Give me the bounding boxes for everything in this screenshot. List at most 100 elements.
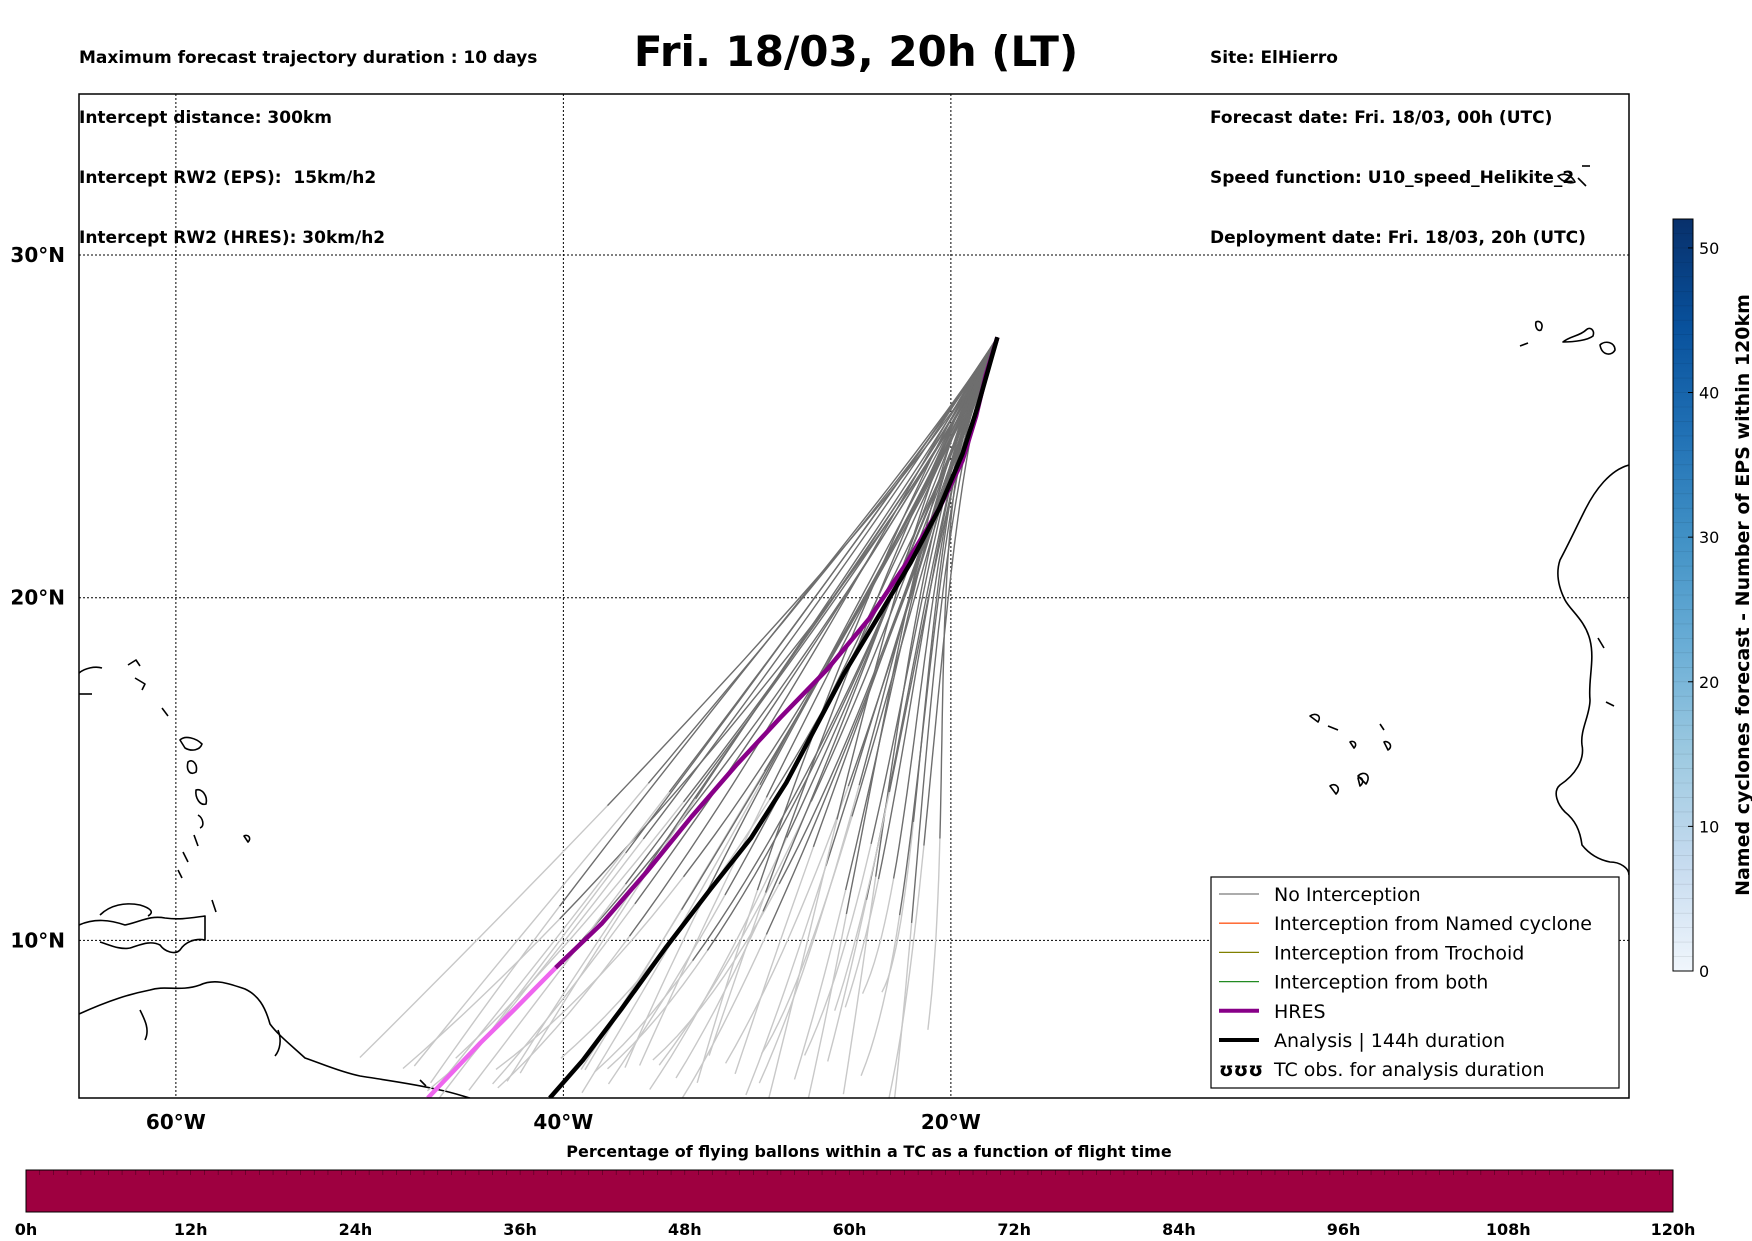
flight-time-bar: Percentage of flying ballons within a TC… (15, 1142, 1696, 1239)
map-axes: 60°W 40°W 20°W 10°N 20°N 30°N (10, 243, 980, 1134)
eps-trajectory-late (861, 878, 895, 994)
eps-trajectory (888, 337, 999, 793)
eps-trajectory-late (842, 876, 877, 1095)
site-line: Deployment date: Fri. 18/03, 20h (UTC) (1210, 228, 1586, 248)
site-line: Forecast date: Fri. 18/03, 00h (UTC) (1210, 108, 1553, 128)
eps-trajectory (875, 336, 999, 877)
eps-trajectory-late (758, 785, 860, 1084)
eps-trajectory-late (413, 782, 649, 1067)
eps-trajectory (642, 336, 998, 840)
eps-trajectory-late (624, 901, 703, 1068)
eps-trajectory-late (893, 922, 913, 1098)
eps-trajectory-late (724, 785, 849, 1064)
eps-trajectory-late (506, 891, 632, 1082)
eps-trajectory-late (888, 845, 925, 1098)
eps-trajectory (898, 337, 999, 916)
eps-trajectory-late (594, 960, 694, 1073)
eps-trajectory (844, 336, 999, 891)
eps-trajectory-late (359, 805, 609, 1058)
lon-tick-label: 60°W (146, 1110, 206, 1134)
legend-item-label: Interception from Trochoid (1274, 942, 1524, 964)
eps-trajectory (836, 336, 998, 820)
legend: No Interception Interception from Named c… (1210, 876, 1620, 1089)
eps-trajectory-late (519, 798, 697, 1074)
eps-trajectory-late (681, 934, 768, 1098)
flight-time-bar-title: Percentage of flying ballons within a TC… (566, 1142, 1172, 1161)
eps-trajectory-late (834, 791, 891, 1011)
eps-trajectory-late (658, 801, 812, 1066)
eps-trajectory-late (638, 797, 768, 1066)
flight-time-tick-label: 0h (15, 1220, 38, 1239)
page-title: Fri. 18/03, 20h (LT) (633, 27, 1079, 76)
legend-item-label: Analysis | 144h duration (1274, 1030, 1505, 1052)
eps-trajectory (606, 336, 999, 807)
site-line: Site: ElHierro (1210, 48, 1338, 68)
lat-tick-label: 20°N (10, 586, 65, 610)
colorbar-tick-label: 10 (1699, 817, 1719, 836)
eps-trajectory-late (807, 913, 848, 1098)
eps-trajectory (865, 337, 999, 900)
eps-trajectory-late (844, 878, 880, 1008)
site-line: Speed function: U10_speed_Helikite_2 (1210, 168, 1575, 188)
eps-trajectory (764, 336, 999, 893)
eps-trajectory (559, 336, 998, 907)
eps-trajectory (892, 337, 999, 879)
legend-item-label: Interception from Named cyclone (1274, 913, 1592, 935)
eps-trajectory-late (437, 791, 670, 1087)
lat-tick-label: 30°N (10, 243, 65, 267)
run-parameters: Maximum forecast trajectory duration : 1… (79, 8, 537, 268)
analysis-trajectory (548, 336, 1000, 1098)
param-line: Maximum forecast trajectory duration : 1… (79, 48, 538, 68)
flight-time-tick-label: 12h (174, 1220, 208, 1239)
param-line: Intercept distance: 300km (79, 108, 332, 128)
flight-time-tick-label: 120h (1651, 1220, 1696, 1239)
eps-trajectory-late (468, 883, 627, 1091)
coastline (79, 165, 1629, 1098)
eps-trajectory-late (402, 918, 561, 1070)
legend-item-label: HRES (1274, 1001, 1326, 1023)
eps-trajectory-late (793, 889, 847, 1080)
param-line: Intercept RW2 (EPS): 15km/h2 (79, 168, 377, 188)
legend-symbol-icon: ʊʊʊ (1219, 1059, 1263, 1081)
colorbar-tick-label: 30 (1699, 528, 1719, 547)
site-parameters: Site: ElHierro Forecast date: Fri. 18/03… (1210, 8, 1586, 268)
lat-tick-label: 10°N (10, 928, 65, 952)
eps-trajectory-late (708, 892, 767, 1056)
flight-time-tick-label: 60h (833, 1220, 867, 1239)
flight-time-tick-label: 48h (668, 1220, 702, 1239)
eps-trajectory-late (860, 915, 901, 1077)
param-line: Intercept RW2 (HRES): 30km/h2 (79, 228, 386, 248)
colorbar-label: Named cyclones forecast - Number of EPS … (1732, 294, 1752, 896)
eps-trajectory-late (455, 801, 685, 1059)
eps-trajectory (939, 336, 999, 839)
lon-tick-label: 20°W (921, 1110, 981, 1134)
legend-item-label: Interception from both (1274, 972, 1488, 994)
analysis-track (548, 336, 1000, 1098)
eps-trajectory-late (696, 889, 759, 1083)
flight-time-bar-fill (25, 1169, 1674, 1213)
eps-trajectory-late (495, 876, 685, 1070)
flight-time-tick-label: 84h (1162, 1220, 1196, 1239)
eps-trajectory-late (497, 935, 631, 1089)
eps-trajectory-late (607, 950, 708, 1070)
flight-time-tick-label: 24h (339, 1220, 373, 1239)
eps-trajectory-late (607, 894, 726, 1085)
map-frame (78, 93, 1630, 1099)
hres-track-late (426, 966, 558, 1098)
eps-trajectory-late (492, 903, 636, 1085)
flight-time-tick-label: 96h (1327, 1220, 1361, 1239)
eps-trajectory-late (430, 905, 561, 1084)
colorbar-tick-label: 0 (1699, 962, 1709, 981)
eps-trajectory-late (768, 819, 838, 1098)
colorbar-tick-label: 20 (1699, 673, 1719, 692)
eps-trajectories (359, 336, 999, 1098)
eps-trajectory-late (745, 865, 827, 1096)
eps-trajectory-late (827, 899, 868, 1062)
legend-item-label: TC obs. for analysis duration (1273, 1059, 1545, 1081)
legend-box (1210, 876, 1620, 1089)
eps-trajectory (756, 336, 998, 891)
flight-time-tick-label: 108h (1486, 1220, 1531, 1239)
colorbar-scale (1672, 218, 1694, 972)
eps-trajectory (628, 336, 998, 937)
lon-tick-label: 40°W (533, 1110, 593, 1134)
